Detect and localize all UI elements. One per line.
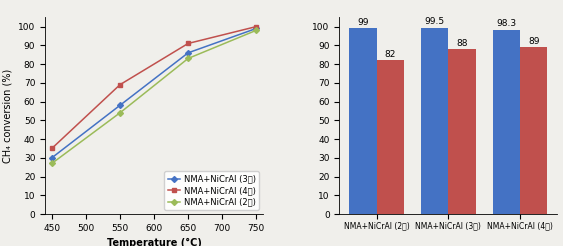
- Y-axis label: CH₄ conversion (%): CH₄ conversion (%): [2, 68, 12, 163]
- Bar: [349, 29, 377, 214]
- NMA+NiCrAl (4회): [117, 83, 123, 86]
- NMA+NiCrAl (4회): [253, 25, 260, 28]
- NMA+NiCrAl (4회): [185, 42, 191, 45]
- Bar: [493, 30, 520, 214]
- Bar: [448, 49, 476, 214]
- Text: 82: 82: [385, 50, 396, 59]
- NMA+NiCrAl (2회): [253, 29, 260, 32]
- Text: 98.3: 98.3: [497, 19, 517, 28]
- X-axis label: Temperature (°C): Temperature (°C): [106, 238, 202, 246]
- Line: NMA+NiCrAl (3회): NMA+NiCrAl (3회): [50, 26, 258, 160]
- NMA+NiCrAl (2회): [185, 57, 191, 60]
- Line: NMA+NiCrAl (4회): NMA+NiCrAl (4회): [50, 25, 258, 151]
- NMA+NiCrAl (3회): [253, 27, 260, 30]
- Text: 99: 99: [357, 18, 369, 27]
- Bar: [377, 60, 404, 214]
- NMA+NiCrAl (4회): [48, 147, 55, 150]
- NMA+NiCrAl (3회): [48, 156, 55, 159]
- NMA+NiCrAl (3회): [117, 104, 123, 107]
- NMA+NiCrAl (3회): [185, 51, 191, 54]
- Bar: [520, 47, 547, 214]
- Bar: [421, 28, 448, 214]
- NMA+NiCrAl (2회): [48, 162, 55, 165]
- Text: 89: 89: [528, 37, 539, 46]
- Line: NMA+NiCrAl (2회): NMA+NiCrAl (2회): [50, 28, 258, 166]
- Text: 88: 88: [456, 39, 468, 47]
- Text: 99.5: 99.5: [425, 17, 445, 26]
- Legend: NMA+NiCrAl (3회), NMA+NiCrAl (4회), NMA+NiCrAl (2회): NMA+NiCrAl (3회), NMA+NiCrAl (4회), NMA+Ni…: [164, 171, 259, 210]
- NMA+NiCrAl (2회): [117, 111, 123, 114]
